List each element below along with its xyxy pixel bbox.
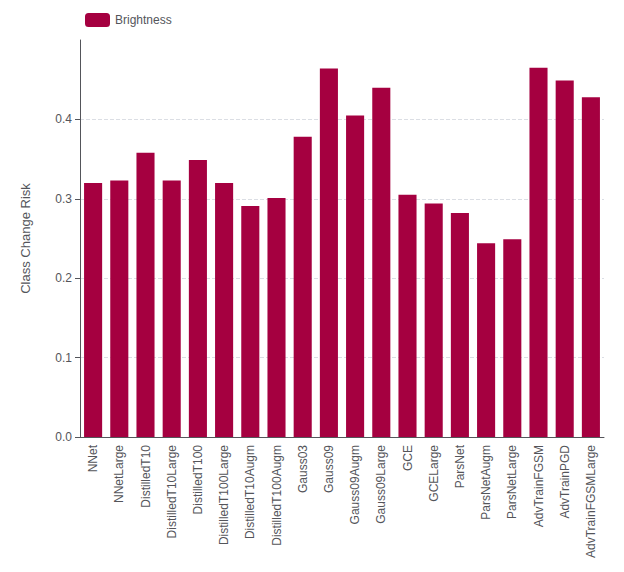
svg-text:AdvTrainPGD: AdvTrainPGD (558, 445, 572, 519)
svg-text:Gauss09Large: Gauss09Large (374, 445, 388, 524)
svg-text:Gauss09Augm: Gauss09Augm (348, 445, 362, 524)
svg-text:ParsNet: ParsNet (453, 444, 467, 488)
svg-text:DistilledT100: DistilledT100 (191, 445, 205, 515)
svg-text:AdvTrainFGSM: AdvTrainFGSM (532, 445, 546, 527)
svg-text:GCELarge: GCELarge (427, 445, 441, 502)
svg-text:NNet: NNet (86, 444, 100, 472)
svg-text:0.0: 0.0 (55, 430, 72, 444)
svg-text:Brightness: Brightness (115, 13, 172, 27)
svg-text:DistilledT10: DistilledT10 (139, 445, 153, 508)
svg-text:Gauss09: Gauss09 (322, 445, 336, 493)
svg-text:DistilledT10Large: DistilledT10Large (165, 445, 179, 539)
svg-text:0.1: 0.1 (55, 351, 72, 365)
svg-text:Gauss03: Gauss03 (296, 445, 310, 493)
svg-text:0.4: 0.4 (55, 112, 72, 126)
svg-text:0.3: 0.3 (55, 192, 72, 206)
svg-text:DistilledT10Augm: DistilledT10Augm (243, 445, 257, 539)
svg-text:ParsNetLarge: ParsNetLarge (505, 445, 519, 519)
svg-text:GCE: GCE (401, 445, 415, 471)
svg-text:AdvTrainFGSMLarge: AdvTrainFGSMLarge (584, 445, 598, 558)
svg-text:NNetLarge: NNetLarge (112, 445, 126, 503)
svg-text:0.2: 0.2 (55, 271, 72, 285)
svg-text:Class Change Risk: Class Change Risk (18, 183, 33, 294)
svg-text:ParsNetAugm: ParsNetAugm (479, 445, 493, 520)
svg-text:DistilledT100Large: DistilledT100Large (217, 445, 231, 545)
svg-text:DistilledT100Augm: DistilledT100Augm (270, 445, 284, 546)
